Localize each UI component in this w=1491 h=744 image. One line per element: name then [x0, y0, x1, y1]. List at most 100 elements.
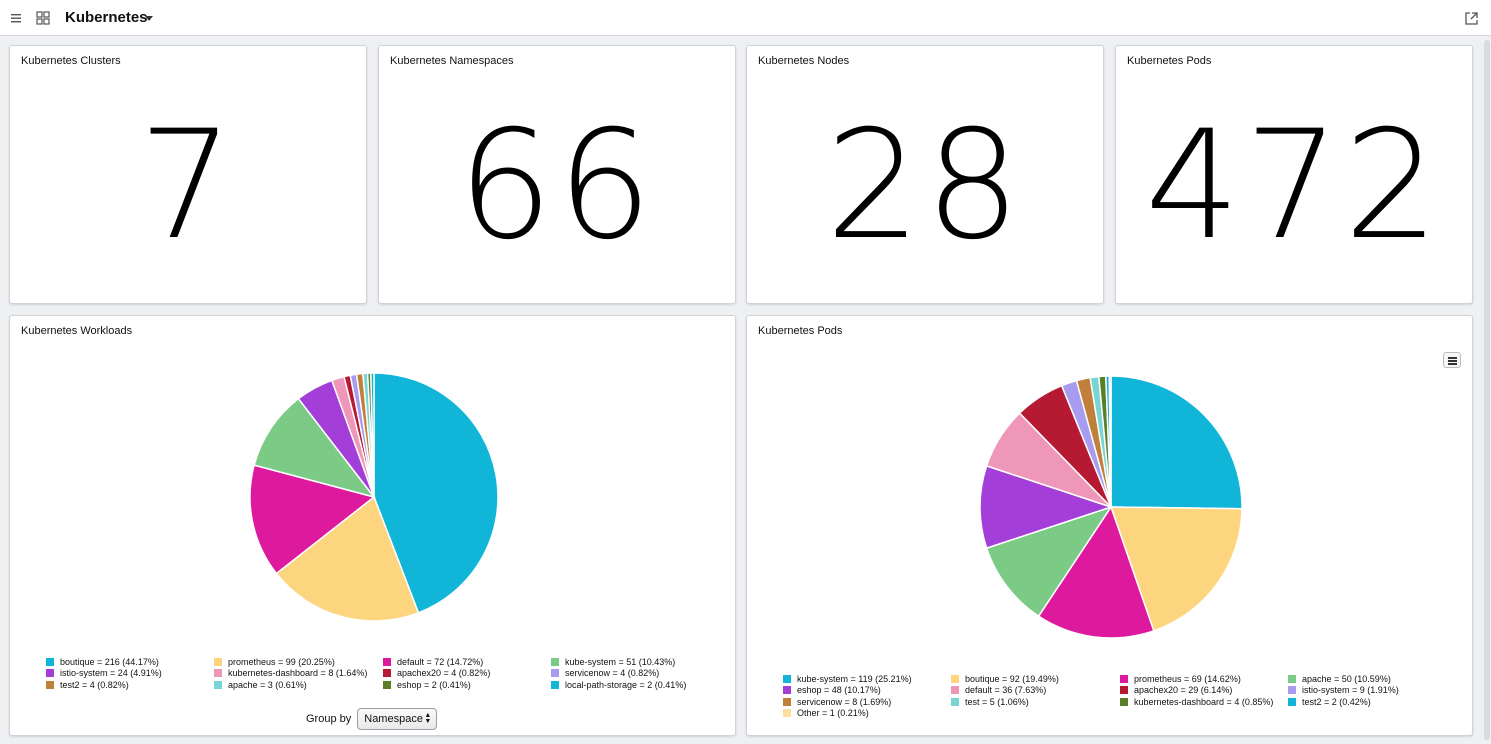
legend-label: servicenow = 8 (1.69%)	[797, 696, 892, 707]
legend-item[interactable]: istio-system = 9 (1.91%)	[1288, 685, 1399, 696]
namespace-count: 66	[457, 99, 657, 273]
legend-label: local-path-storage = 2 (0.41%)	[565, 679, 687, 690]
legend-item[interactable]: boutique = 92 (19.49%)	[951, 673, 1059, 684]
pie-slice-prometheus[interactable]	[1037, 505, 1155, 639]
stat-panel-nodes: Kubernetes Nodes 28	[746, 45, 1104, 304]
legend-swatch	[1120, 674, 1128, 683]
legend-label: boutique = 216 (44.17%)	[60, 656, 159, 667]
dashboard-title: Kubernetes	[65, 9, 148, 26]
legend-item[interactable]: local-path-storage = 2 (0.41%)	[551, 679, 686, 690]
legend-swatch	[1288, 697, 1296, 706]
workloads-chart-panel: Kubernetes Workloads boutique = 216 (44.…	[9, 315, 736, 736]
group-by-select[interactable]: Namespace ▲ ▼	[357, 708, 438, 730]
pie-slice-eshop[interactable]	[979, 464, 1114, 550]
pie-slice-kube-system[interactable]	[253, 397, 376, 499]
top-bar: Kubernetes	[0, 0, 1491, 36]
legend-swatch	[783, 674, 791, 683]
legend-swatch	[383, 669, 391, 677]
panel-title: Kubernetes Nodes	[758, 55, 850, 67]
pie-slice-kube-system[interactable]	[1110, 375, 1243, 510]
legend-label: istio-system = 9 (1.91%)	[1302, 685, 1399, 695]
pie-slice-local-path-storage[interactable]	[370, 372, 375, 498]
pie-slice-boutique[interactable]	[373, 372, 499, 614]
legend-label: servicenow = 4 (0.82%)	[565, 668, 660, 678]
group-by-label: Group by	[306, 713, 352, 725]
legend-swatch	[951, 697, 959, 706]
legend-item[interactable]: apache = 50 (10.59%)	[1288, 673, 1391, 684]
legend-item[interactable]: apachex20 = 4 (0.82%)	[383, 668, 490, 679]
group-by-control: Group by Namespace ▲ ▼	[306, 708, 438, 730]
legend-item[interactable]: eshop = 48 (10.17%)	[783, 685, 881, 696]
legend-swatch	[551, 680, 559, 689]
select-arrows-icon: ▲ ▼	[424, 712, 432, 725]
stat-panel-clusters: Kubernetes Clusters 7	[9, 45, 367, 304]
panel-title: Kubernetes Clusters	[21, 55, 121, 67]
chart-menu-button[interactable]	[1443, 352, 1461, 368]
legend-swatch	[214, 680, 222, 689]
legend-swatch	[383, 680, 391, 689]
legend-item[interactable]: kubernetes-dashboard = 4 (0.85%)	[1120, 696, 1273, 707]
legend-swatch	[46, 657, 54, 666]
legend-item[interactable]: apache = 3 (0.61%)	[214, 679, 307, 690]
legend-item[interactable]: servicenow = 8 (1.69%)	[783, 696, 891, 707]
legend-item[interactable]: Other = 1 (0.21%)	[783, 708, 869, 719]
pods-pie-chart	[979, 375, 1243, 639]
legend-item[interactable]: prometheus = 69 (14.62%)	[1120, 673, 1241, 684]
menu-icon[interactable]	[9, 10, 23, 26]
legend-swatch	[214, 669, 222, 677]
export-icon[interactable]	[1464, 11, 1479, 26]
legend-item[interactable]: servicenow = 4 (0.82%)	[551, 668, 659, 679]
legend-label: kube-system = 119 (25.21%)	[797, 673, 912, 684]
legend-item[interactable]: apachex20 = 29 (6.14%)	[1120, 685, 1232, 696]
legend-swatch	[551, 669, 559, 677]
legend-item[interactable]: kube-system = 119 (25.21%)	[783, 673, 912, 684]
legend-label: kube-system = 51 (10.43%)	[565, 656, 676, 667]
legend-label: eshop = 48 (10.17%)	[797, 685, 881, 695]
legend-label: test2 = 2 (0.42%)	[1302, 696, 1371, 707]
pie-slice-apache[interactable]	[985, 505, 1113, 618]
caret-down-icon[interactable]	[145, 16, 153, 21]
legend-item[interactable]: default = 36 (7.63%)	[951, 685, 1046, 696]
legend-label: prometheus = 99 (20.25%)	[228, 656, 335, 667]
panel-title: Kubernetes Workloads	[21, 325, 133, 337]
legend-swatch	[1120, 697, 1128, 706]
legend-item[interactable]: test2 = 2 (0.42%)	[1288, 696, 1371, 707]
legend-item[interactable]: test2 = 4 (0.82%)	[46, 679, 129, 690]
node-count: 28	[825, 99, 1025, 273]
stat-panel-pods: Kubernetes Pods 472	[1115, 45, 1473, 304]
legend-item[interactable]: kubernetes-dashboard = 8 (1.64%)	[214, 668, 367, 679]
legend-swatch	[551, 657, 559, 666]
legend-item[interactable]: istio-system = 24 (4.91%)	[46, 668, 162, 679]
pods-chart-panel: Kubernetes Pods kube-system = 119 (25.21…	[746, 315, 1473, 736]
legend-swatch	[46, 680, 54, 689]
pie-slice-prometheus[interactable]	[275, 495, 420, 622]
legend-label: apachex20 = 29 (6.14%)	[1134, 685, 1233, 695]
dashboard-grid-icon[interactable]	[36, 11, 50, 25]
legend-label: kubernetes-dashboard = 8 (1.64%)	[228, 668, 368, 678]
legend-label: kubernetes-dashboard = 4 (0.85%)	[1134, 696, 1274, 707]
legend-item[interactable]: boutique = 216 (44.17%)	[46, 656, 159, 667]
legend-swatch	[214, 657, 222, 666]
legend-swatch	[783, 709, 791, 717]
legend-label: apache = 3 (0.61%)	[228, 679, 307, 690]
legend-item[interactable]: default = 72 (14.72%)	[383, 656, 483, 667]
page-scrollbar[interactable]	[1484, 40, 1490, 740]
pie-slice-other[interactable]	[1108, 375, 1112, 508]
workloads-legend: boutique = 216 (44.17%) prometheus = 99 (…	[46, 656, 726, 696]
legend-item[interactable]: kube-system = 51 (10.43%)	[551, 656, 675, 667]
legend-label: istio-system = 24 (4.91%)	[60, 668, 162, 678]
legend-swatch	[951, 674, 959, 683]
legend-label: Other = 1 (0.21%)	[797, 708, 869, 718]
panel-title: Kubernetes Pods	[1127, 55, 1212, 67]
legend-label: boutique = 92 (19.49%)	[965, 673, 1059, 684]
legend-item[interactable]: test = 5 (1.06%)	[951, 696, 1029, 707]
legend-label: test2 = 4 (0.82%)	[60, 679, 129, 690]
legend-label: default = 72 (14.72%)	[397, 656, 484, 667]
legend-swatch	[46, 669, 54, 677]
legend-item[interactable]: prometheus = 99 (20.25%)	[214, 656, 335, 667]
pie-slice-default[interactable]	[249, 464, 376, 575]
legend-swatch	[1120, 686, 1128, 694]
workloads-pie-chart	[249, 372, 499, 622]
legend-item[interactable]: eshop = 2 (0.41%)	[383, 679, 471, 690]
cluster-count: 7	[138, 99, 238, 273]
